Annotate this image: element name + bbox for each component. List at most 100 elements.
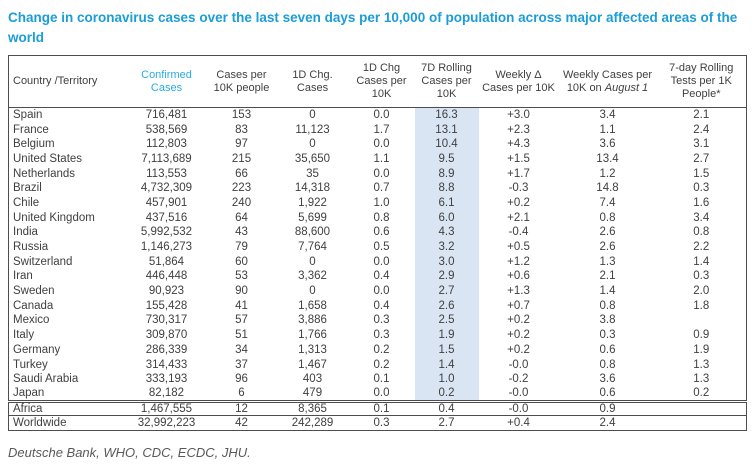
value-cell: 1.3: [693, 373, 710, 386]
value-cell: 0.8: [599, 358, 616, 371]
value-cell: 3.8: [599, 314, 616, 327]
country-cell: Switzerland: [13, 255, 73, 268]
value-cell: 0.1: [373, 373, 390, 386]
country-cell: Africa: [13, 403, 43, 416]
value-cell: 3.4: [599, 109, 616, 122]
table-row: Russia 1,146,273 79 7,764 0.5 3.2 +0.5 2.6 2.2: [9, 239, 747, 255]
value-cell: 1.8: [693, 299, 710, 312]
value-cell: 155,428: [145, 299, 188, 312]
value-cell: 1.6: [693, 196, 710, 209]
country-cell: United States: [13, 152, 83, 165]
country-cell: India: [13, 226, 38, 239]
country-cell: Russia: [13, 241, 49, 254]
value-cell: 37: [235, 358, 248, 371]
value-cell: 2.6: [599, 226, 616, 239]
value-cell: 82,182: [148, 387, 185, 400]
value-cell: 64: [235, 211, 248, 224]
value-cell: 1.3: [693, 358, 710, 371]
value-cell: 716,481: [145, 109, 188, 122]
value-cell: 437,516: [145, 211, 188, 224]
value-cell: 0.3: [599, 329, 616, 342]
value-cell: 3,362: [298, 270, 327, 283]
value-cell: 0.8: [373, 211, 390, 224]
table-row: Sweden 90,923 90 0 0.0 2.7 +1.3 1.4 2.0: [9, 283, 747, 299]
country-cell: Italy: [13, 329, 35, 342]
country-cell: Sweden: [13, 285, 55, 298]
table-row: India 5,992,532 43 88,600 0.6 4.3 -0.4 2.6 0.8: [9, 225, 747, 240]
value-cell: 2.5: [414, 313, 479, 328]
value-cell: 223: [231, 182, 252, 195]
value-cell: -0.0: [508, 387, 529, 400]
value-cell: 0.3: [693, 270, 710, 283]
value-cell: -0.4: [508, 226, 529, 239]
value-cell: 0.0: [373, 387, 390, 400]
value-cell: 8.8: [414, 180, 479, 196]
value-cell: 3.2: [414, 239, 479, 255]
value-cell: 3.4: [693, 211, 710, 224]
value-cell: 0: [309, 138, 316, 151]
weekly-aug1-label: Weekly Cases per 10K on: [562, 68, 653, 94]
value-cell: 1.5: [693, 167, 710, 180]
value-cell: 1,467,555: [140, 403, 193, 416]
value-cell: [657, 401, 747, 416]
value-cell: 3,886: [298, 314, 327, 327]
value-cell: 0.0: [373, 255, 390, 268]
column-header-7d-tests: 7-day Rolling Tests per 1K People*: [656, 55, 747, 108]
value-cell: 2.6: [414, 298, 479, 314]
value-cell: 1.9: [693, 343, 710, 356]
value-cell: 32,992,223: [137, 417, 196, 430]
value-cell: 0.1: [373, 403, 390, 416]
value-cell: 90: [235, 285, 248, 298]
value-cell: 0.5: [373, 241, 390, 254]
value-cell: 0.7: [373, 182, 390, 195]
value-cell: +4.3: [507, 138, 530, 151]
value-cell: 0.8: [599, 211, 616, 224]
value-cell: 4.3: [414, 225, 479, 240]
value-cell: +1.7: [507, 167, 530, 180]
value-cell: 730,317: [145, 314, 188, 327]
country-cell: Chile: [13, 196, 40, 209]
value-cell: 53: [235, 270, 248, 283]
table-row: Africa 1,467,555 12 8,365 0.1 0.4 -0.0 0.9: [9, 401, 747, 416]
table-row: Switzerland 51,864 60 0 0.0 3.0 +1.2 1.3 1.4: [9, 254, 747, 270]
report-page: Change in coronavirus cases over the las…: [8, 10, 747, 460]
value-cell: 2.6: [599, 241, 616, 254]
value-cell: 6.0: [414, 210, 479, 225]
header-row: Country /Territory Confirmed Cases Cases…: [8, 55, 747, 108]
value-cell: 112,803: [146, 138, 187, 151]
value-cell: 12: [235, 403, 248, 416]
value-cell: 13.4: [596, 152, 619, 165]
covid-cases-table: Country /Territory Confirmed Cases Cases…: [8, 55, 747, 432]
table-row: Brazil 4,732,309 223 14,318 0.7 8.8 -0.3 14.8 0.…: [9, 180, 747, 196]
value-cell: 6.1: [414, 195, 479, 211]
country-cell: France: [13, 123, 49, 136]
table-row: Mexico 730,317 57 3,886 0.3 2.5 +0.2 3.8: [9, 313, 747, 328]
value-cell: 1,922: [298, 196, 327, 209]
value-cell: 51: [235, 329, 248, 342]
country-cell: Worldwide: [13, 417, 67, 430]
value-cell: 0.9: [693, 329, 710, 342]
country-cell: Netherlands: [13, 167, 76, 180]
table-row: United Kingdom 437,516 64 5,699 0.8 6.0 +2.1 0.…: [9, 210, 747, 225]
column-header-weekly-aug1: Weekly Cases per 10K on August 1: [558, 55, 657, 108]
value-cell: 7.4: [599, 196, 616, 209]
country-cell: Turkey: [13, 358, 48, 371]
value-cell: 2.0: [693, 285, 710, 298]
value-cell: +3.0: [507, 109, 530, 122]
august-1-date: August 1: [604, 81, 649, 94]
value-cell: 9.5: [414, 151, 479, 167]
value-cell: 0.2: [373, 343, 390, 356]
value-cell: +1.5: [507, 152, 530, 165]
value-cell: 113,553: [146, 167, 187, 180]
value-cell: 14.8: [596, 182, 619, 195]
value-cell: 2.9: [414, 269, 479, 284]
table-header: Country /Territory Confirmed Cases Cases…: [8, 55, 747, 108]
value-cell: 79: [235, 241, 248, 254]
value-cell: [657, 313, 747, 328]
summary-rows: Africa 1,467,555 12 8,365 0.1 0.4 -0.0 0.9 World…: [8, 401, 747, 430]
value-cell: 0.0: [373, 167, 390, 180]
table-row: Canada 155,428 41 1,658 0.4 2.6 +0.7 0.8 1.8: [9, 298, 747, 314]
value-cell: 0.3: [693, 182, 710, 195]
value-cell: 0.2: [693, 387, 710, 400]
value-cell: 0: [309, 109, 316, 122]
